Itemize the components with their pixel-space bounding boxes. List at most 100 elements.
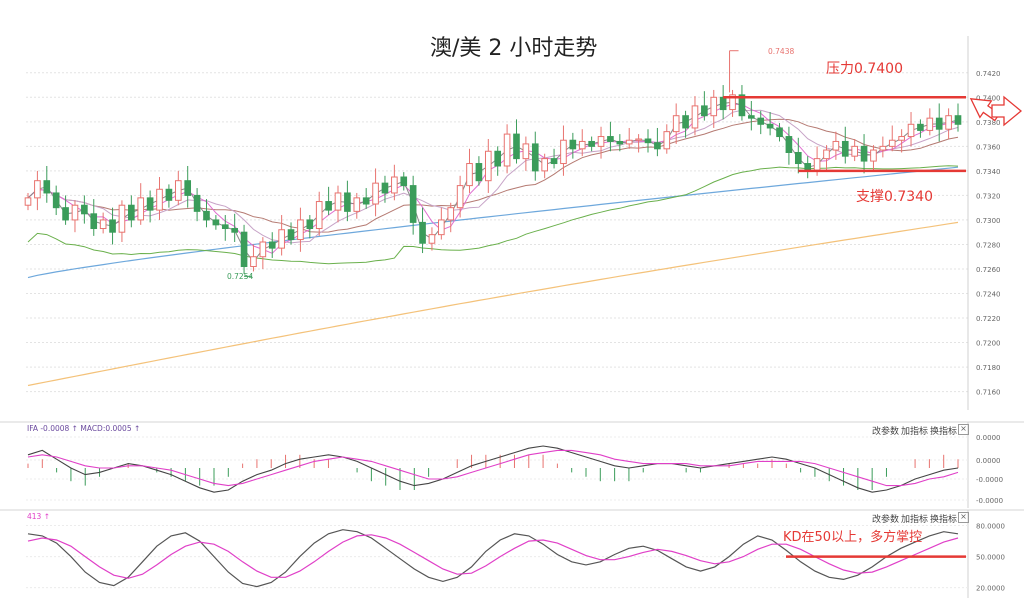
candle-body <box>682 115 689 129</box>
candle-body <box>278 229 285 249</box>
candle-body <box>118 204 126 233</box>
candle-body <box>851 145 858 157</box>
candle-body <box>221 224 229 230</box>
candle-body <box>137 197 145 221</box>
candle-body <box>447 207 455 221</box>
kd-close-button[interactable]: × <box>958 512 969 523</box>
ma-gray-line <box>27 101 959 263</box>
candle-body <box>616 140 624 145</box>
kd-axis-tick: 50.0000 <box>976 554 1005 562</box>
kd-switch-indicator-button[interactable]: 换指标 <box>930 515 958 525</box>
candle-body <box>644 138 652 144</box>
candle-body <box>841 140 849 157</box>
high-price-marker: 0.7438 <box>768 47 795 56</box>
macd-axis-tick: -0.0000 <box>976 476 1003 484</box>
candle-body <box>860 145 868 162</box>
candle-body <box>409 185 417 223</box>
candle-body <box>898 136 905 141</box>
kd-add-indicator-button[interactable]: 加指标 <box>901 515 929 525</box>
candle-body <box>888 139 896 147</box>
candle-body <box>588 140 595 147</box>
candle-body <box>344 192 351 212</box>
candle-body <box>635 138 642 141</box>
ma-pink-line <box>27 103 959 254</box>
macd-axis-tick: -0.0000 <box>976 497 1003 505</box>
macd-edit-params-button[interactable]: 改参数 <box>872 427 900 437</box>
candle-body <box>81 204 88 215</box>
macd-axis-tick: 0.0000 <box>976 457 1001 465</box>
ma-brown-line <box>27 118 959 233</box>
candle-body <box>729 94 736 111</box>
candle-body <box>174 180 182 201</box>
candle-body <box>494 150 502 167</box>
candle-body <box>945 115 952 130</box>
macd-add-indicator-button[interactable]: 加指标 <box>901 427 929 437</box>
candle-body <box>428 234 436 244</box>
price-axis-tick: 0.7220 <box>976 315 1001 323</box>
candle-body <box>24 197 32 206</box>
candle-body <box>99 219 107 230</box>
candle-body <box>456 185 464 209</box>
kd-k-line <box>27 529 959 588</box>
macd-switch-indicator-button[interactable]: 换指标 <box>930 427 958 437</box>
price-axis-tick: 0.7320 <box>976 192 1001 200</box>
price-axis-tick: 0.7280 <box>976 241 1001 249</box>
price-axis-tick: 0.7400 <box>976 94 1001 102</box>
candle-body <box>381 182 389 194</box>
price-axis-tick: 0.7380 <box>976 119 1001 127</box>
support-label: 支撑0.7340 <box>856 189 933 205</box>
price-axis-tick: 0.7240 <box>976 291 1001 299</box>
candle-body <box>466 163 473 187</box>
candle-body <box>625 139 633 145</box>
candle-body <box>710 96 718 117</box>
candle-body <box>823 149 830 160</box>
candle-body <box>325 201 332 211</box>
ma-long-line <box>27 221 959 387</box>
candle-body <box>832 140 840 151</box>
candle-body <box>870 149 877 162</box>
price-axis-tick: 0.7420 <box>976 70 1001 78</box>
candle-body <box>522 143 530 160</box>
candle-body <box>71 204 79 221</box>
candle-body <box>701 105 708 117</box>
candle-body <box>438 219 445 236</box>
kd-d-line <box>27 534 959 579</box>
macd-panel-label: IFA -0.0008 ↑ MACD:0.0005 ↑ <box>27 424 141 433</box>
candle-body <box>757 117 765 125</box>
candle-body <box>560 139 567 165</box>
candle-body <box>607 136 614 142</box>
candle-body <box>268 241 276 249</box>
candle-body <box>315 201 323 230</box>
candle-body <box>259 241 267 258</box>
candle-body <box>513 133 520 160</box>
candle-body <box>240 231 248 268</box>
candle-body <box>62 207 69 221</box>
kd-edit-params-button[interactable]: 改参数 <box>872 515 900 525</box>
price-axis-tick: 0.7300 <box>976 217 1001 225</box>
candle-body <box>400 176 408 187</box>
resistance-label: 压力0.7400 <box>826 61 903 77</box>
candle-body <box>813 158 821 172</box>
candle-body <box>334 192 342 211</box>
candle-body <box>353 197 361 212</box>
candle-body <box>250 256 257 268</box>
candle-body <box>654 142 661 150</box>
candle-body <box>372 182 379 205</box>
candle-body <box>109 219 116 233</box>
macd-close-button[interactable]: × <box>958 424 969 435</box>
candle-body <box>691 105 699 129</box>
candle-body <box>52 192 60 209</box>
candle-body <box>776 127 783 138</box>
candle-body <box>917 123 924 131</box>
price-axis-tick: 0.7360 <box>976 143 1001 151</box>
candle-body <box>484 150 492 182</box>
candle-body <box>90 213 98 230</box>
candle-body <box>935 117 943 130</box>
kd-axis-tick: 20.0000 <box>976 585 1005 593</box>
candle-body <box>541 158 548 172</box>
right-arrow-icon <box>991 95 1023 127</box>
candle-body <box>738 94 746 117</box>
candle-body <box>531 143 539 172</box>
candle-body <box>719 96 727 111</box>
chart-title: 澳/美 2 小时走势 <box>430 36 598 61</box>
